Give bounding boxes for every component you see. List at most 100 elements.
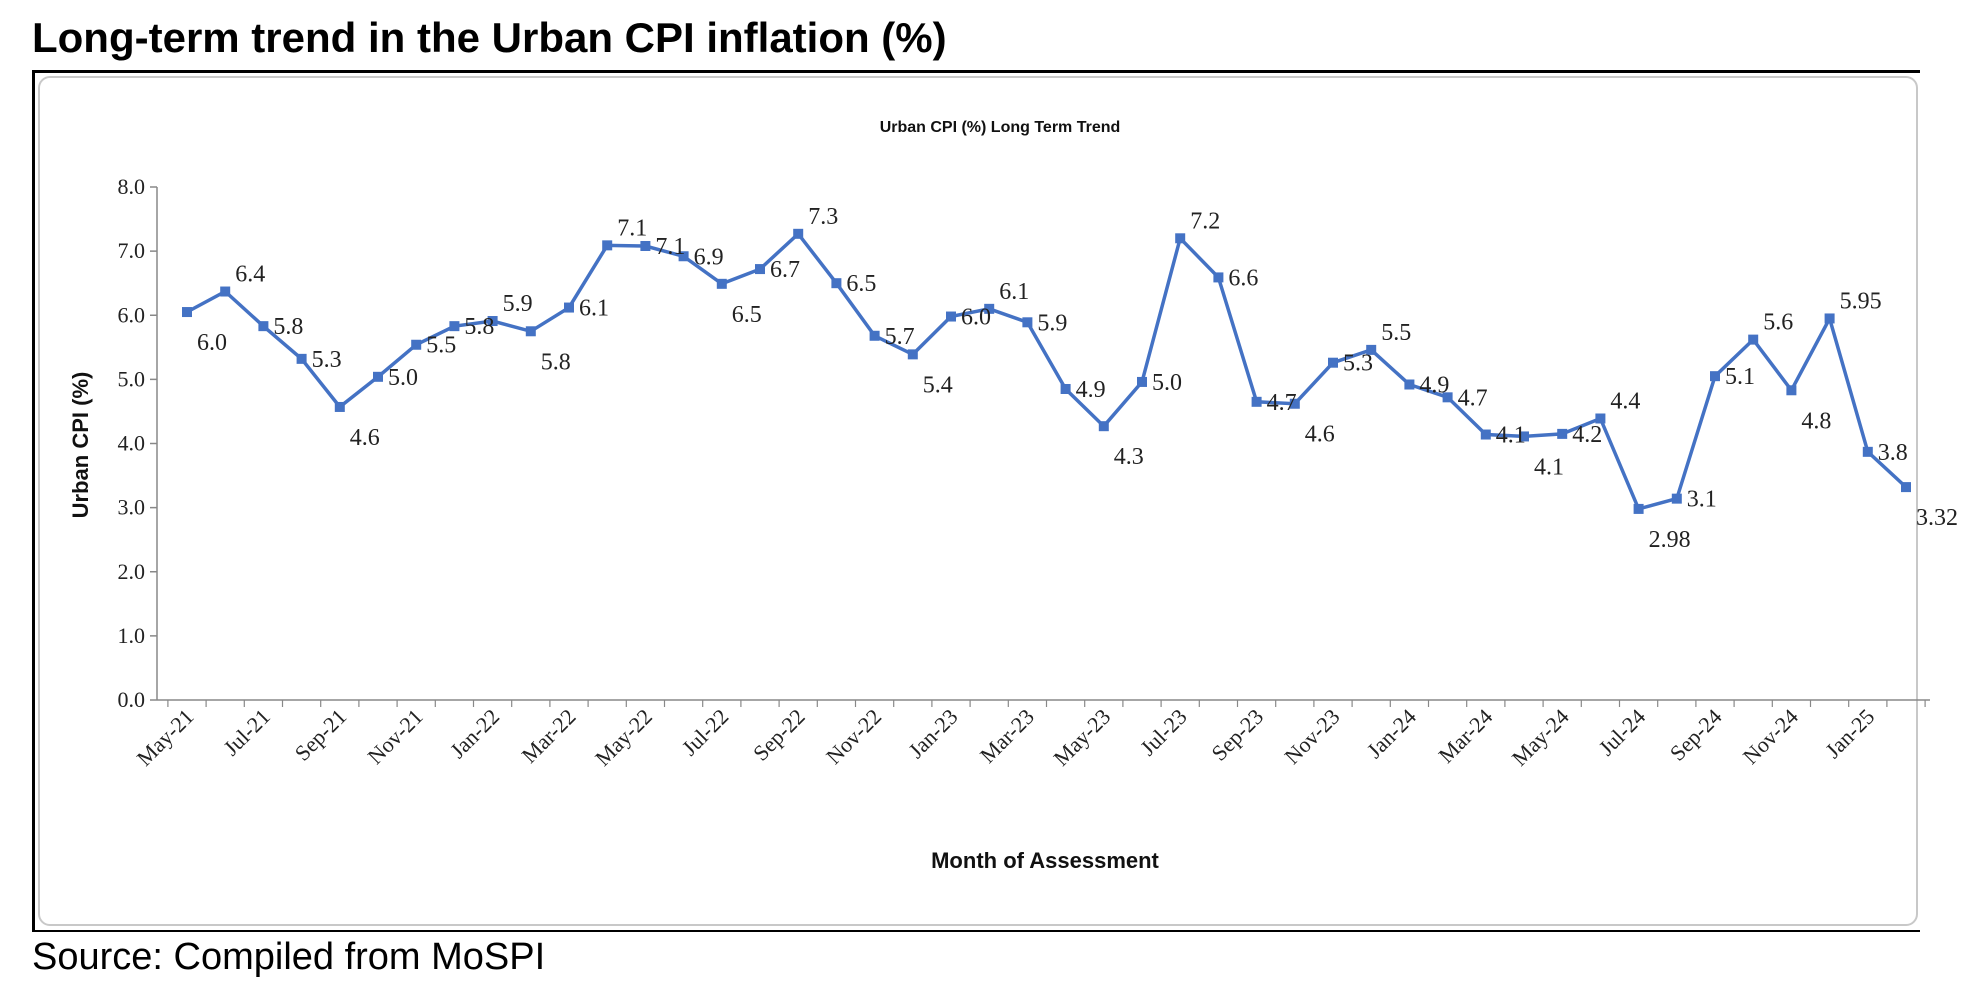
x-tick-label: May-24: [1507, 704, 1574, 771]
data-point: [411, 339, 422, 350]
y-tick-label: 4.0: [118, 431, 146, 456]
data-point: [1519, 431, 1529, 442]
data-label: 5.0: [388, 365, 418, 391]
chart-title: Urban CPI (%) Long Term Trend: [880, 119, 1121, 136]
data-label: 4.1: [1534, 454, 1564, 480]
data-point: [946, 311, 956, 322]
x-tick-label: Nov-21: [363, 704, 428, 769]
source-note: Source: Compiled from MoSPI: [32, 936, 546, 978]
data-label: 7.2: [1190, 208, 1220, 234]
y-tick-label: 5.0: [118, 366, 146, 391]
data-label: 4.2: [1572, 422, 1602, 448]
data-point: [334, 401, 345, 412]
y-tick-label: 6.0: [118, 302, 146, 327]
data-label: 5.8: [541, 349, 571, 375]
data-label: 4.9: [1419, 373, 1449, 399]
data-label: 5.6: [1763, 310, 1793, 336]
data-label: 7.1: [655, 234, 685, 260]
data-point: [258, 321, 269, 332]
data-label: 6.1: [999, 279, 1029, 305]
y-tick-label: 2.0: [118, 559, 146, 584]
data-point: [1137, 376, 1147, 387]
x-tick-label: Mar-24: [1433, 704, 1497, 768]
data-label: 5.8: [273, 314, 303, 340]
data-point: [1862, 446, 1873, 457]
y-tick-label: 0.0: [118, 687, 146, 712]
data-point: [1786, 385, 1797, 396]
data-label: 5.0: [1152, 370, 1182, 396]
x-tick-label: Jan-25: [1820, 704, 1879, 763]
x-tick-label: Mar-23: [975, 704, 1039, 768]
x-tick-label: Jul-23: [1135, 704, 1192, 761]
data-point: [296, 353, 307, 364]
data-label: 4.7: [1458, 385, 1488, 411]
left-border: [32, 70, 35, 930]
data-label: 4.8: [1801, 408, 1831, 434]
data-point: [1901, 482, 1911, 493]
x-tick-label: Mar-22: [517, 704, 581, 768]
data-label: 4.6: [350, 425, 380, 451]
data-label: 3.1: [1687, 487, 1717, 513]
data-label: 5.7: [885, 324, 915, 350]
y-tick-label: 1.0: [118, 623, 146, 648]
data-point: [1022, 317, 1033, 328]
data-label: 4.1: [1496, 423, 1526, 449]
data-point: [984, 303, 995, 314]
data-point: [1824, 313, 1835, 324]
x-tick-label: Sep-23: [1206, 704, 1268, 766]
x-tick-label: May-23: [1048, 704, 1115, 771]
data-point: [831, 278, 842, 289]
data-point: [602, 240, 613, 251]
data-label: 6.5: [732, 302, 762, 328]
x-tick-label: Nov-22: [821, 704, 886, 769]
data-point: [220, 286, 231, 297]
data-point: [793, 228, 804, 239]
data-point: [1098, 421, 1109, 432]
data-label: 3.8: [1878, 440, 1908, 466]
data-label: 5.3: [1343, 351, 1373, 377]
data-label: 5.9: [1037, 310, 1067, 336]
x-tick-label: May-22: [590, 704, 657, 771]
data-point: [678, 251, 689, 262]
y-tick-label: 7.0: [118, 238, 146, 263]
data-point: [525, 326, 536, 337]
axes: [156, 187, 1930, 701]
data-label: 7.3: [808, 204, 838, 230]
data-labels: 6.0 6.4 5.8 5.3 4.6 5.0 5.5 5.8 5.9 5.8 6.1 7.1 7.1 6…: [197, 204, 1958, 553]
data-point: [1595, 413, 1606, 424]
data-label: 6.1: [579, 296, 609, 322]
x-tick-label: Sep-24: [1665, 704, 1727, 766]
x-tick-label: Nov-24: [1738, 704, 1803, 769]
y-tick-label: 3.0: [118, 495, 146, 520]
data-point: [564, 302, 574, 313]
data-point: [640, 240, 651, 251]
data-label: 5.4: [923, 372, 953, 398]
data-label: 6.9: [694, 244, 724, 270]
data-label: 5.5: [426, 333, 456, 359]
x-tick-label: Sep-21: [290, 704, 352, 766]
data-point: [373, 371, 383, 382]
data-point: [1748, 334, 1759, 345]
data-label: 4.4: [1610, 388, 1640, 414]
data-point: [907, 349, 918, 360]
data-point: [755, 264, 765, 275]
data-label: 5.5: [1381, 320, 1411, 346]
data-point: [1251, 396, 1262, 407]
data-point: [716, 278, 727, 289]
data-label: 5.95: [1840, 288, 1882, 314]
data-label: 5.3: [312, 347, 342, 373]
series-line: [186, 231, 1908, 511]
data-point: [1633, 503, 1644, 514]
data-point: [1557, 428, 1568, 439]
data-label: 7.1: [617, 215, 647, 241]
data-point: [1328, 357, 1338, 368]
data-label: 6.7: [770, 257, 800, 283]
x-tick-label: Jan-24: [1362, 704, 1421, 763]
y-tick-label: 8.0: [118, 174, 146, 199]
data-point: [1442, 392, 1453, 403]
x-axis-title: Month of Assessment: [931, 848, 1159, 873]
heading-underline: [32, 70, 1920, 73]
x-tick-label: Jan-22: [445, 704, 504, 763]
data-label: 6.6: [1228, 265, 1258, 291]
